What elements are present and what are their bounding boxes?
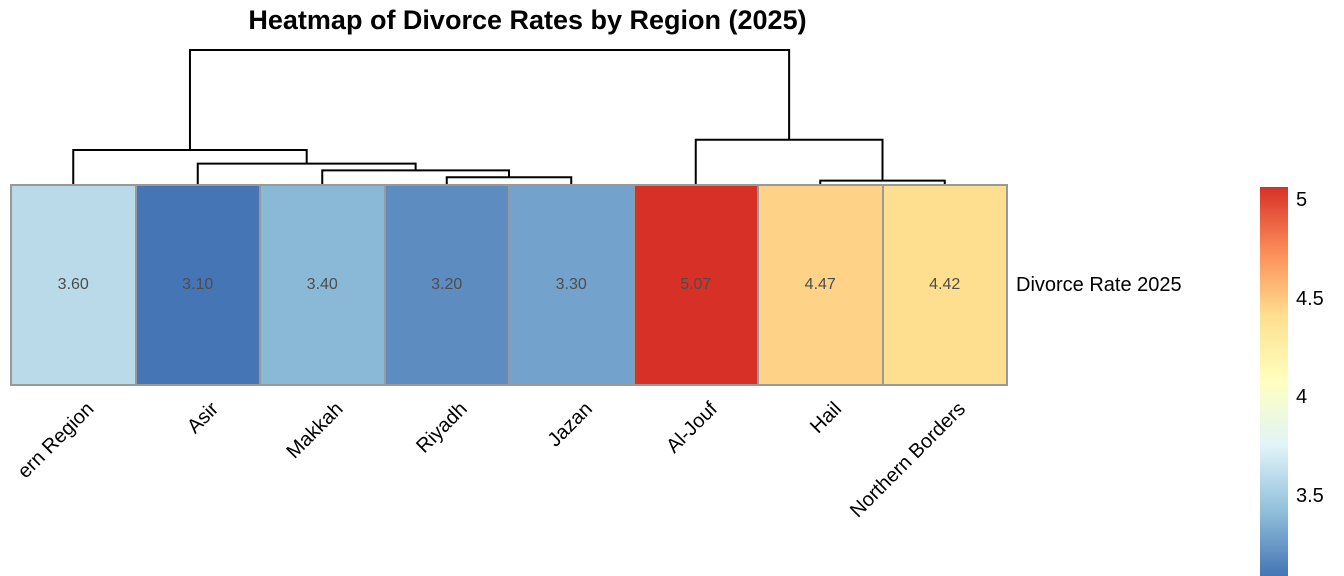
- heatmap-cell: 5.07: [634, 186, 757, 384]
- column-label: Asir: [183, 398, 224, 438]
- heatmap-cell: 3.10: [136, 186, 259, 384]
- heatmap-cell: 3.40: [261, 186, 384, 384]
- cell-value: 4.42: [929, 276, 961, 293]
- cell-value: 4.47: [804, 276, 836, 293]
- column-label: Jazan: [543, 398, 597, 452]
- column-label: Al-Jouf: [661, 398, 722, 458]
- dendrogram-branch: [188, 49, 791, 150]
- dendrogram-branch: [694, 138, 884, 184]
- dendrogram-branch: [445, 176, 573, 184]
- colorbar-tick-label: 5: [1296, 188, 1308, 211]
- dendrogram-branch: [72, 149, 308, 184]
- colorbar-tick-label: 3.5: [1296, 485, 1324, 507]
- figure-title: Heatmap of Divorce Rates by Region (2025…: [248, 5, 807, 35]
- cell-value: 5.07: [680, 276, 712, 293]
- cell-value: 3.20: [431, 276, 463, 293]
- heatmap-cell: 3.20: [385, 186, 508, 384]
- column-label: Northern Borders: [846, 398, 971, 523]
- cell-value: 3.40: [306, 276, 338, 293]
- heatmap-cell: 4.47: [759, 186, 882, 384]
- column-label: Makkah: [282, 398, 348, 464]
- heatmap-cell: 3.60: [12, 186, 135, 384]
- column-label: Hail: [805, 398, 846, 438]
- heatmap-row: 3.60 3.10 3.40 3.20 3.30 5.07 4.47 4.42: [10, 184, 1008, 386]
- colorbar-tick-label: 4: [1296, 386, 1308, 409]
- dendrogram-branch: [321, 169, 510, 184]
- cell-value: 3.60: [57, 276, 89, 293]
- heatmap-cell: 3.30: [510, 186, 633, 384]
- row-label: Divorce Rate 2025: [1016, 274, 1182, 296]
- cell-value: 3.30: [555, 276, 587, 293]
- dendrogram-branch: [196, 162, 417, 184]
- column-label: ern Region: [14, 398, 99, 483]
- column-label: Riyadh: [412, 398, 473, 458]
- cell-value: 3.10: [182, 276, 214, 293]
- colorbar-gradient: [1260, 187, 1288, 576]
- heatmap-cell: 4.42: [883, 186, 1006, 384]
- colorbar-tick-label: 4.5: [1296, 287, 1324, 310]
